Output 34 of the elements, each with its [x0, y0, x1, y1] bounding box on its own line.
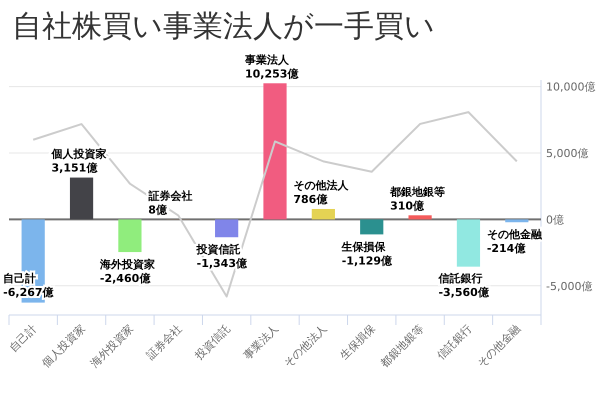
data-label: 生保損保 -1,129億 [342, 240, 392, 268]
xtick: その他法人 [281, 322, 330, 370]
data-label: 都銀地銀等 310億 [390, 185, 446, 212]
data-label: その他法人 786億 [293, 178, 348, 206]
bar [118, 219, 142, 252]
bar [360, 219, 384, 234]
data-label: 証券会社 8億 [148, 189, 192, 216]
xtick: その他金融 [474, 322, 523, 370]
data-label: 投資信託 -1,343億 [196, 243, 247, 270]
title: 自社株買い事業法人が一手買い [12, 9, 435, 44]
xtick: 生保損保 [338, 322, 378, 362]
data-label: その他金融 -214億 [486, 228, 542, 256]
data-label: 信託銀行 -3,560億 [438, 272, 489, 299]
ytick: 10,000億 [546, 80, 596, 94]
xtick: 信託銀行 [434, 322, 475, 362]
bar [408, 215, 432, 220]
xtick: 証券会社 [144, 322, 184, 362]
ytick: 0億 [546, 213, 564, 226]
data-label: 事業法人 10,253億 [245, 53, 298, 80]
xtick: 都銀地銀等 [378, 322, 426, 370]
ytick: 5,000億 [546, 147, 588, 160]
xtick: 海外投資家 [88, 322, 136, 370]
xtick: 自己計 [6, 322, 40, 354]
xtick: 投資信託 [192, 322, 233, 362]
ytick: -5,000億 [546, 280, 592, 293]
bar [456, 219, 480, 267]
bar [215, 219, 238, 238]
data-label: 個人投資家 3,151億 [52, 148, 107, 175]
bar [70, 178, 94, 220]
data-label: 海外投資家 -2,460億 [100, 258, 155, 286]
bar [263, 83, 287, 220]
xtick: 個人投資家 [40, 322, 88, 370]
xtick: 事業法人 [240, 322, 282, 362]
bar [312, 208, 335, 220]
